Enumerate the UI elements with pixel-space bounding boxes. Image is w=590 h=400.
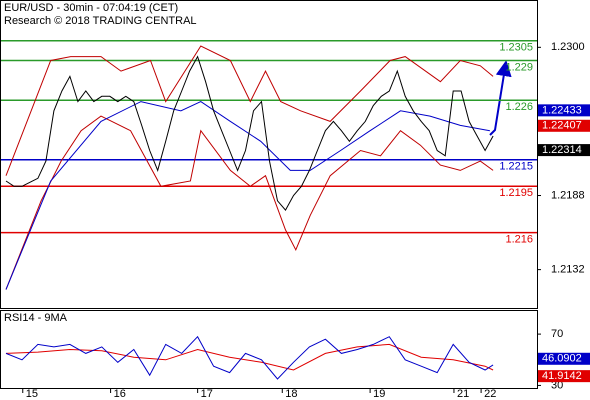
x-tick-label: 21 bbox=[457, 388, 469, 400]
x-tick-label: 18 bbox=[285, 388, 297, 400]
y-tick-label: 1.2188 bbox=[551, 189, 585, 201]
price-tag bbox=[538, 144, 590, 157]
rsi-frame bbox=[0, 310, 538, 389]
price-frame bbox=[0, 0, 538, 309]
level-label: 1.229 bbox=[505, 61, 533, 73]
level-label: 1.226 bbox=[505, 101, 533, 113]
y-tick-label: 1.2300 bbox=[551, 41, 585, 53]
x-tick-label: 17 bbox=[201, 388, 213, 400]
x-tick-label: 22 bbox=[484, 388, 496, 400]
price-tag bbox=[538, 119, 590, 132]
level-label: 1.2195 bbox=[499, 187, 533, 199]
x-tick-label: 16 bbox=[114, 388, 126, 400]
x-tick-label: 19 bbox=[373, 388, 385, 400]
price-tag bbox=[538, 104, 590, 117]
chart-title: EUR/USD - 30min - 07:04:19 (CET) bbox=[4, 2, 178, 14]
price-tag-label: 41.9142 bbox=[542, 370, 582, 382]
series-line bbox=[5, 45, 494, 176]
price-tag-label: 1.22407 bbox=[542, 120, 582, 132]
forecast-arrow bbox=[489, 60, 512, 136]
level-label: 1.216 bbox=[505, 233, 533, 245]
price-tag-label: 1.22433 bbox=[542, 104, 582, 116]
y-tick-label: 30 bbox=[551, 379, 563, 391]
level-label: 1.2305 bbox=[499, 42, 533, 54]
price-tag bbox=[538, 352, 590, 365]
x-tick-label: 15 bbox=[26, 388, 38, 400]
price-tag-label: 46.0902 bbox=[542, 353, 582, 365]
y-tick-label: 70 bbox=[551, 328, 563, 340]
price-tag bbox=[538, 370, 590, 383]
y-tick-label: 1.2132 bbox=[551, 264, 585, 276]
price-tag-label: 1.22314 bbox=[542, 144, 582, 156]
series-line bbox=[5, 55, 494, 211]
series-line bbox=[5, 335, 494, 380]
rsi-title: RSI14 - 9MA bbox=[4, 312, 68, 324]
chart-subtitle: Research © 2018 TRADING CENTRAL bbox=[4, 15, 197, 27]
series-line bbox=[5, 343, 494, 371]
series-line bbox=[5, 101, 490, 290]
series-line bbox=[5, 115, 494, 290]
level-label: 1.2215 bbox=[499, 161, 533, 173]
